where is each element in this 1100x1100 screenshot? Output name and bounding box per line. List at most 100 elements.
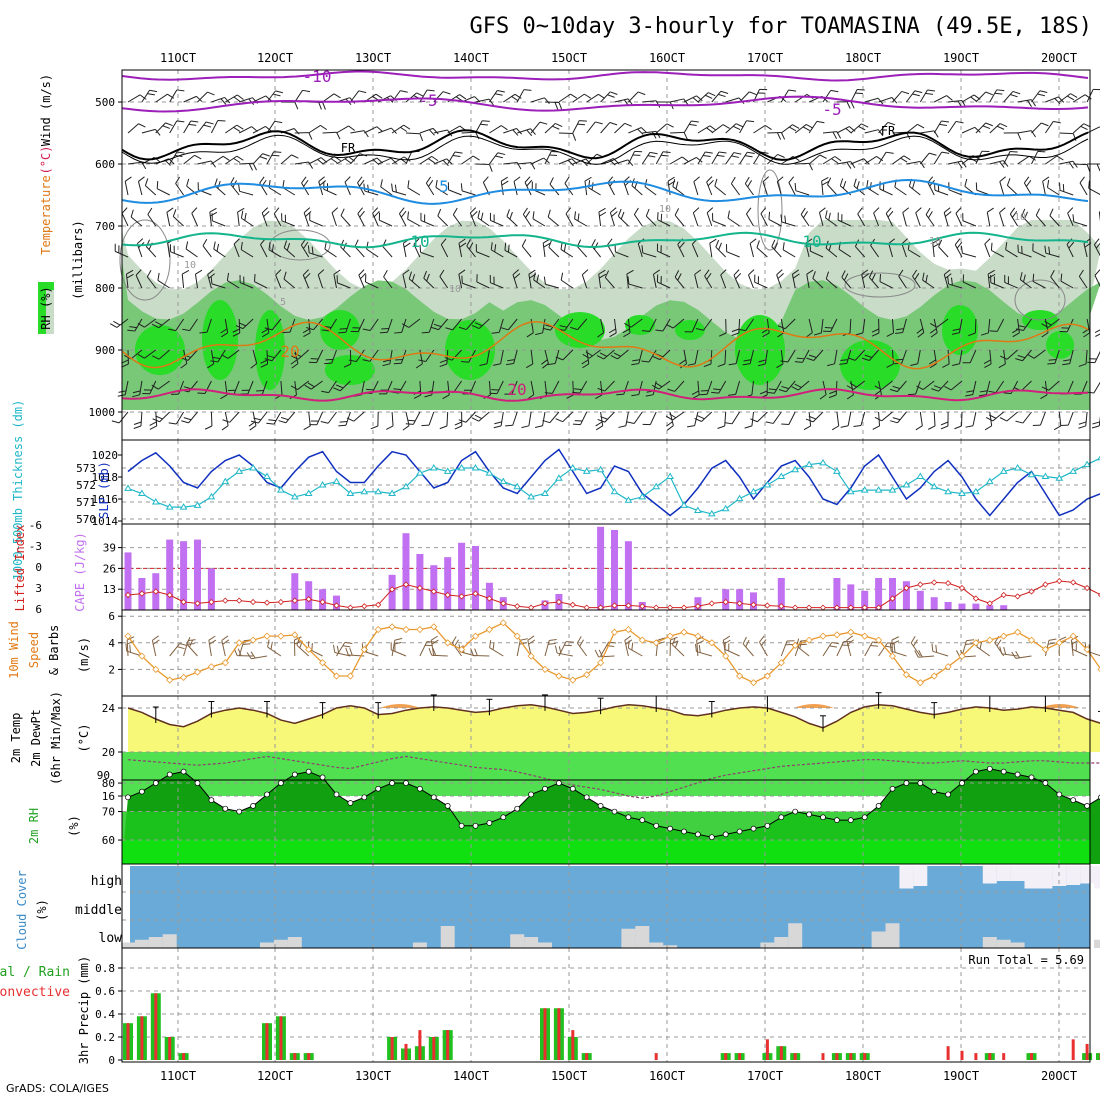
barb-flag <box>407 419 416 422</box>
barb-flag <box>170 393 179 395</box>
barb-flag <box>263 211 270 217</box>
barb-flag <box>318 102 322 110</box>
wind-barb <box>695 318 713 331</box>
thickness-marker <box>457 464 466 471</box>
barb-staff <box>586 121 596 134</box>
barb-flag <box>309 212 311 221</box>
wind-barb <box>439 269 449 289</box>
rh2m-marker <box>1028 774 1035 781</box>
barb-flag <box>444 357 453 361</box>
wind-barb <box>570 318 588 331</box>
barb-flag <box>762 176 770 183</box>
barb-staff <box>513 181 518 196</box>
wind-barb <box>431 318 449 331</box>
barb-flag <box>310 358 319 360</box>
barb-flag <box>340 239 345 248</box>
barb-flag <box>912 181 916 189</box>
barb-flag <box>173 245 175 254</box>
thickness-marker <box>721 504 730 512</box>
barb-staff <box>868 349 879 361</box>
wind-barb <box>598 269 607 289</box>
contour-label: 10 <box>659 204 671 215</box>
rh2m-tick-label: 80 <box>102 777 115 790</box>
wind-barb <box>517 128 536 137</box>
barb-flag <box>840 359 849 361</box>
barb-staff <box>308 411 311 426</box>
barb-staff <box>475 120 483 134</box>
barb-flag <box>513 273 521 279</box>
wind-barb <box>419 89 435 103</box>
barb-flag <box>428 179 434 187</box>
wind-barb <box>294 89 311 103</box>
barb-staff <box>780 89 789 103</box>
wind-barb <box>133 411 143 429</box>
wind-speed-marker <box>1014 628 1022 636</box>
wind-speed-marker <box>138 652 146 660</box>
low-cloud-bar <box>885 923 900 948</box>
barb-flag <box>237 94 244 100</box>
rh2m-marker <box>278 780 284 786</box>
barb-flag <box>343 363 352 368</box>
barb-staff <box>784 318 796 330</box>
barb-flag <box>151 384 159 390</box>
rh2m-marker <box>1070 797 1077 804</box>
barb-staff <box>297 380 310 390</box>
barb-flag <box>216 243 220 252</box>
barb-staff <box>322 131 337 134</box>
wind-barb <box>379 318 393 334</box>
barb-flag <box>555 356 564 361</box>
wind-barb <box>419 244 434 258</box>
barb-flag <box>149 425 157 430</box>
barb-staff <box>580 411 588 425</box>
barb-flag <box>706 176 713 183</box>
barb-staff <box>331 349 337 364</box>
rh2m-marker <box>889 785 896 792</box>
barb-staff <box>1003 91 1014 103</box>
wind-speed-marker <box>888 652 897 660</box>
barb-flag <box>885 645 893 649</box>
barb-flag <box>749 238 757 244</box>
wind-barb <box>168 411 185 425</box>
barb-staff <box>440 244 449 258</box>
wind-barb <box>767 153 785 165</box>
wind-barb <box>1086 126 1100 134</box>
wind-barb <box>433 91 451 103</box>
barb-staff <box>600 380 603 395</box>
barb-staff <box>989 89 998 103</box>
barb-staff <box>489 647 504 657</box>
barb-flag <box>147 93 155 96</box>
barb-flag <box>527 635 535 641</box>
barb-flag <box>895 358 904 361</box>
barb-staff <box>227 349 240 359</box>
barb-staff <box>500 181 504 196</box>
barb-flag <box>1010 151 1018 153</box>
rh2m-grid <box>122 780 1090 864</box>
barb-flag <box>248 421 256 427</box>
barb-staff <box>233 243 240 258</box>
barb-flag <box>1044 245 1047 254</box>
wind-barb <box>794 183 810 196</box>
wind-barb <box>168 318 185 332</box>
barb-flag <box>428 647 433 656</box>
barb-flag <box>528 269 536 275</box>
wind-speed-marker <box>1069 632 1077 640</box>
barb-staff <box>709 243 713 258</box>
rh-contour <box>844 272 916 298</box>
barb-staff <box>1059 189 1074 196</box>
barb-flag <box>984 363 992 369</box>
barb-flag <box>683 98 689 106</box>
barb-flag <box>794 183 797 191</box>
barb-staff <box>328 380 337 393</box>
barb-staff <box>188 411 198 424</box>
barb-flag <box>221 354 229 359</box>
low-cloud-bar <box>621 928 636 948</box>
wind-barb <box>1074 380 1088 395</box>
wind-barb <box>291 349 310 360</box>
wind-speed-marker <box>749 679 758 687</box>
barb-staff <box>419 349 423 364</box>
barb-staff <box>735 380 741 395</box>
barb-flag <box>423 270 427 279</box>
wind-barb <box>684 318 699 333</box>
barb-staff <box>391 649 407 657</box>
